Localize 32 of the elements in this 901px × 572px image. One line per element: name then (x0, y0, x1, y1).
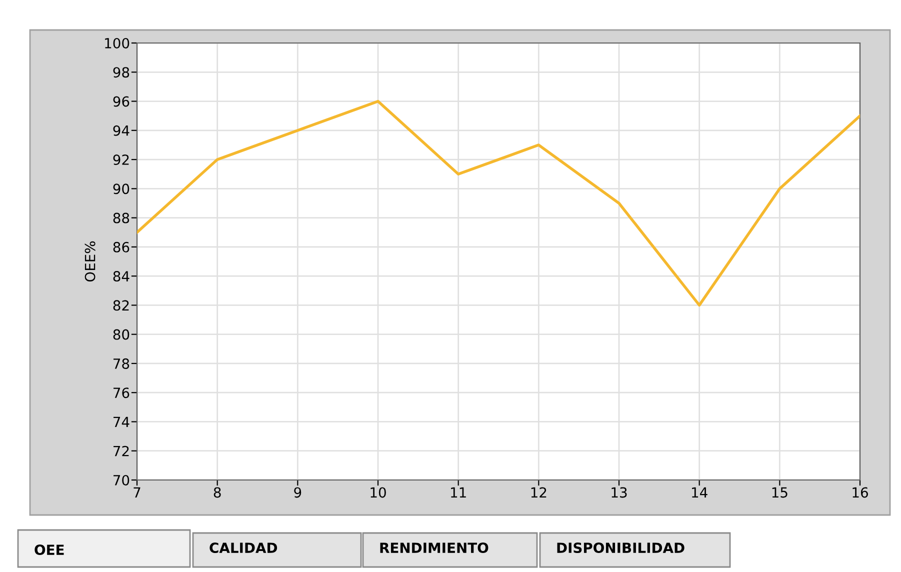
x-tick-label: 10 (370, 487, 386, 498)
y-tick-label: 84 (113, 271, 130, 282)
y-tick-label: 88 (113, 212, 130, 224)
text: DISPONIBILIDAD (557, 542, 684, 554)
y-tick-label: 94 (113, 125, 130, 136)
y-tick-label: 100 (105, 38, 130, 48)
y-tick-label: 72 (114, 446, 129, 456)
y-tick-label: 74 (114, 416, 130, 428)
x-tick-label: 14 (692, 487, 708, 498)
y-tick-label: 78 (114, 358, 130, 369)
y-tick-label: 76 (114, 388, 130, 398)
text: OEE (34, 544, 64, 556)
x-tick-label: 9 (294, 487, 302, 498)
y-tick-label: 86 (113, 242, 130, 252)
y-tick-label: 98 (113, 67, 130, 78)
x-tick-label: 8 (214, 487, 221, 498)
text: RENDIMIENTO (380, 542, 488, 554)
line-series (137, 100, 860, 307)
y-tick-label: 92 (113, 154, 129, 166)
y-tick-label: 90 (113, 184, 130, 194)
x-tick-label: 13 (612, 487, 627, 498)
x-tick-label: 7 (134, 487, 140, 498)
x-tick-label: 16 (852, 487, 868, 498)
text: CALIDAD (210, 542, 278, 554)
x-tick-label: 12 (531, 487, 546, 498)
y-tick-label: 80 (113, 329, 130, 340)
y-tick-label: 82 (113, 300, 129, 311)
x-tick-label: 11 (451, 487, 466, 498)
y-axis-title: OEE% (84, 241, 96, 282)
y-tick-label: 70 (114, 474, 130, 486)
x-tick-label: 15 (772, 487, 788, 498)
y-tick-label: 96 (113, 96, 130, 107)
